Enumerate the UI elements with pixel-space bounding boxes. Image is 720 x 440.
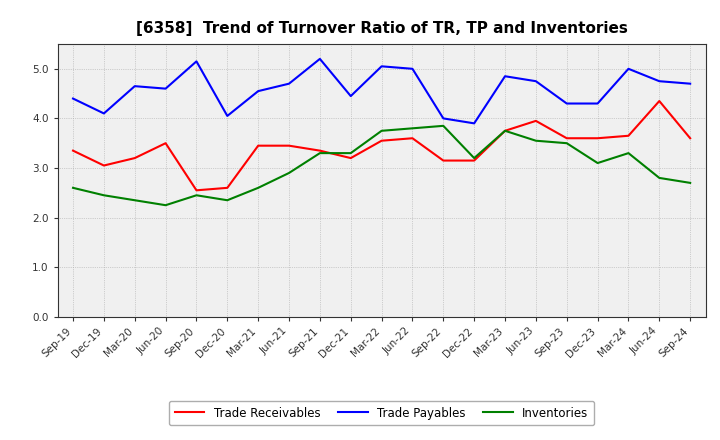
- Trade Payables: [624, 66, 633, 71]
- Trade Payables: [531, 79, 540, 84]
- Inventories: [500, 128, 509, 133]
- Trade Payables: [408, 66, 417, 71]
- Trade Payables: [686, 81, 695, 86]
- Inventories: [254, 185, 263, 191]
- Trade Receivables: [161, 140, 170, 146]
- Trade Payables: [562, 101, 571, 106]
- Legend: Trade Receivables, Trade Payables, Inventories: Trade Receivables, Trade Payables, Inven…: [169, 401, 594, 425]
- Trade Receivables: [470, 158, 479, 163]
- Inventories: [562, 140, 571, 146]
- Inventories: [99, 193, 108, 198]
- Trade Receivables: [593, 136, 602, 141]
- Trade Payables: [500, 73, 509, 79]
- Trade Payables: [223, 113, 232, 118]
- Inventories: [377, 128, 386, 133]
- Inventories: [439, 123, 448, 128]
- Trade Receivables: [655, 99, 664, 104]
- Trade Payables: [593, 101, 602, 106]
- Inventories: [161, 202, 170, 208]
- Trade Receivables: [254, 143, 263, 148]
- Trade Payables: [99, 111, 108, 116]
- Trade Payables: [377, 64, 386, 69]
- Inventories: [284, 170, 293, 176]
- Inventories: [408, 126, 417, 131]
- Trade Payables: [470, 121, 479, 126]
- Trade Receivables: [315, 148, 324, 153]
- Trade Receivables: [500, 128, 509, 133]
- Trade Receivables: [346, 155, 355, 161]
- Inventories: [686, 180, 695, 186]
- Trade Receivables: [223, 185, 232, 191]
- Inventories: [223, 198, 232, 203]
- Inventories: [68, 185, 77, 191]
- Inventories: [470, 155, 479, 161]
- Inventories: [593, 161, 602, 166]
- Trade Receivables: [562, 136, 571, 141]
- Line: Trade Receivables: Trade Receivables: [73, 101, 690, 191]
- Trade Payables: [130, 84, 139, 89]
- Inventories: [130, 198, 139, 203]
- Trade Receivables: [192, 188, 201, 193]
- Trade Receivables: [624, 133, 633, 139]
- Line: Trade Payables: Trade Payables: [73, 59, 690, 123]
- Trade Payables: [655, 79, 664, 84]
- Trade Payables: [161, 86, 170, 91]
- Trade Payables: [68, 96, 77, 101]
- Trade Payables: [439, 116, 448, 121]
- Trade Receivables: [377, 138, 386, 143]
- Trade Receivables: [284, 143, 293, 148]
- Trade Receivables: [408, 136, 417, 141]
- Inventories: [624, 150, 633, 156]
- Inventories: [315, 150, 324, 156]
- Inventories: [346, 150, 355, 156]
- Line: Inventories: Inventories: [73, 126, 690, 205]
- Trade Receivables: [686, 136, 695, 141]
- Trade Receivables: [531, 118, 540, 124]
- Inventories: [192, 193, 201, 198]
- Inventories: [655, 175, 664, 180]
- Trade Payables: [284, 81, 293, 86]
- Trade Receivables: [439, 158, 448, 163]
- Trade Receivables: [130, 155, 139, 161]
- Trade Receivables: [99, 163, 108, 168]
- Trade Payables: [192, 59, 201, 64]
- Title: [6358]  Trend of Turnover Ratio of TR, TP and Inventories: [6358] Trend of Turnover Ratio of TR, TP…: [135, 21, 628, 36]
- Trade Payables: [315, 56, 324, 62]
- Inventories: [531, 138, 540, 143]
- Trade Receivables: [68, 148, 77, 153]
- Trade Payables: [254, 88, 263, 94]
- Trade Payables: [346, 93, 355, 99]
